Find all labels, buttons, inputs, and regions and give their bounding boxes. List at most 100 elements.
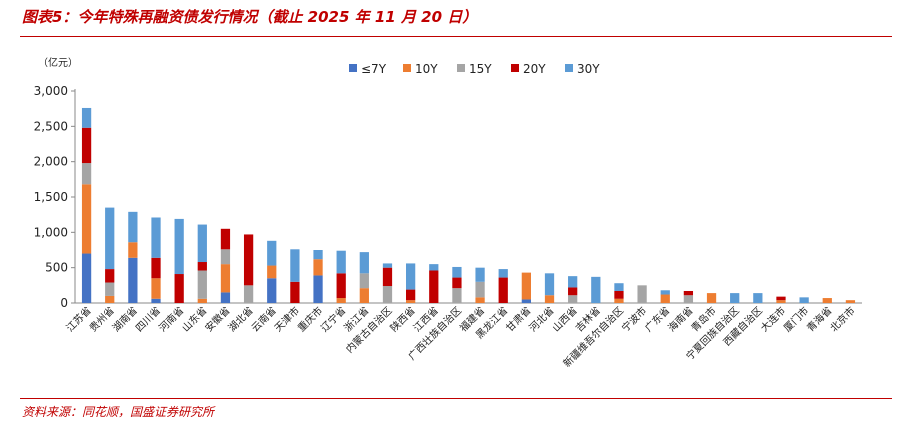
x-tick-label: 北京市 xyxy=(827,304,857,334)
bar-segment xyxy=(382,267,393,287)
bar-segment xyxy=(452,288,462,303)
bar-segment xyxy=(81,107,92,128)
bar-segment xyxy=(336,273,346,299)
bar-segment xyxy=(475,281,485,298)
bar-segment xyxy=(267,240,277,266)
x-tick-label: 天津市 xyxy=(272,304,302,334)
bar-segment xyxy=(568,287,578,296)
bar-segment xyxy=(336,298,346,303)
bar-segment xyxy=(151,217,161,258)
x-tick-label: 湖南省 xyxy=(110,304,140,334)
bar-segment xyxy=(151,278,161,299)
legend-label: 30Y xyxy=(577,62,600,76)
bar-segment xyxy=(521,299,531,303)
bar-segment xyxy=(313,275,323,303)
x-tick-label: 甘肃省 xyxy=(503,304,533,334)
y-tick-label: 1,000 xyxy=(34,225,68,239)
x-tick-label: 云南省 xyxy=(248,304,278,334)
bar-segment xyxy=(637,285,647,303)
legend-swatch xyxy=(565,64,573,72)
bar-segment xyxy=(568,295,578,303)
bar-segment xyxy=(683,290,694,296)
bar-segment xyxy=(498,269,508,278)
bar-segment xyxy=(359,252,369,274)
bar-segment xyxy=(105,207,115,270)
y-tick-label: 0 xyxy=(60,296,68,310)
bar-segment xyxy=(359,288,369,303)
x-tick-label: 青海省 xyxy=(804,304,834,334)
stacked-bar-chart: （亿元）05001,0001,5002,0002,5003,000江苏省贵州省湖… xyxy=(34,56,862,370)
bar-segment xyxy=(267,278,277,303)
bar-segment xyxy=(105,269,115,283)
bar-segment xyxy=(776,300,786,303)
bar-segment xyxy=(267,265,277,279)
bar-segment xyxy=(105,295,115,303)
legend-swatch xyxy=(403,64,411,72)
bar-segment xyxy=(197,270,207,299)
x-tick-label: 海南省 xyxy=(665,304,695,334)
bar-segment xyxy=(429,264,439,271)
bar-segment xyxy=(776,296,786,301)
bar-segment xyxy=(591,276,601,303)
bar-segment xyxy=(128,242,138,258)
x-tick-label: 辽宁省 xyxy=(318,304,348,334)
y-tick-label: 3,000 xyxy=(34,84,68,98)
bar-segment xyxy=(81,127,92,164)
bar-segment xyxy=(429,270,439,303)
legend-swatch xyxy=(511,64,519,72)
figure-title: 图表5：今年特殊再融资债发行情况（截止 2025 年 11 月 20 日） xyxy=(22,8,478,26)
bar-segment xyxy=(197,224,207,263)
x-tick-label: 贵州省 xyxy=(86,304,116,334)
bar-segment xyxy=(81,163,92,185)
bar-segment xyxy=(220,249,231,265)
bar-segment xyxy=(313,259,323,276)
bar-segment xyxy=(359,273,369,289)
bar-segment xyxy=(336,250,346,274)
bar-segment xyxy=(128,257,138,303)
x-tick-label: 大连市 xyxy=(758,304,788,334)
x-tick-label: 广东省 xyxy=(642,304,672,334)
x-tick-label: 宁波市 xyxy=(619,304,649,334)
bar-segment xyxy=(290,281,300,303)
y-tick-label: 1,500 xyxy=(34,190,68,204)
bar-segment xyxy=(475,267,485,282)
bar-segment xyxy=(197,298,207,303)
legend-label: 10Y xyxy=(415,62,438,76)
x-tick-label: 山西省 xyxy=(549,304,579,334)
x-tick-label: 重庆市 xyxy=(295,304,325,334)
y-tick-label: 500 xyxy=(45,261,68,275)
source-rule xyxy=(20,398,892,399)
x-tick-label: 河北省 xyxy=(526,304,556,334)
legend-label: ≤7Y xyxy=(361,62,387,76)
bar-segment xyxy=(151,298,161,303)
bar-segment xyxy=(151,257,161,279)
bar-segment xyxy=(845,300,856,303)
bar-segment xyxy=(382,286,393,303)
x-tick-label: 厦门市 xyxy=(781,304,811,334)
bar-segment xyxy=(544,273,555,296)
bar-segment xyxy=(174,218,184,275)
y-axis-unit: （亿元） xyxy=(38,56,78,69)
bar-segment xyxy=(799,297,809,303)
bar-segment xyxy=(243,285,254,303)
bar-segment xyxy=(660,290,670,295)
legend-label: 20Y xyxy=(523,62,546,76)
bar-segment xyxy=(452,266,462,278)
bar-segment xyxy=(822,298,832,303)
title-rule xyxy=(20,36,892,37)
bar-segment xyxy=(452,277,462,289)
bar-segment xyxy=(406,263,416,290)
bar-segment xyxy=(128,211,138,243)
bar-segment xyxy=(521,272,531,300)
bar-segment xyxy=(382,263,393,268)
bar-segment xyxy=(498,277,508,303)
bar-segment xyxy=(730,293,740,303)
bar-segment xyxy=(753,293,763,303)
x-tick-label: 安徽省 xyxy=(202,304,232,334)
bar-segment xyxy=(81,184,92,254)
bar-segment xyxy=(614,290,624,299)
bar-segment xyxy=(197,262,207,271)
y-tick-label: 2,000 xyxy=(34,155,68,169)
x-tick-label: 四川省 xyxy=(133,304,163,334)
x-tick-label: 湖北省 xyxy=(225,304,255,334)
